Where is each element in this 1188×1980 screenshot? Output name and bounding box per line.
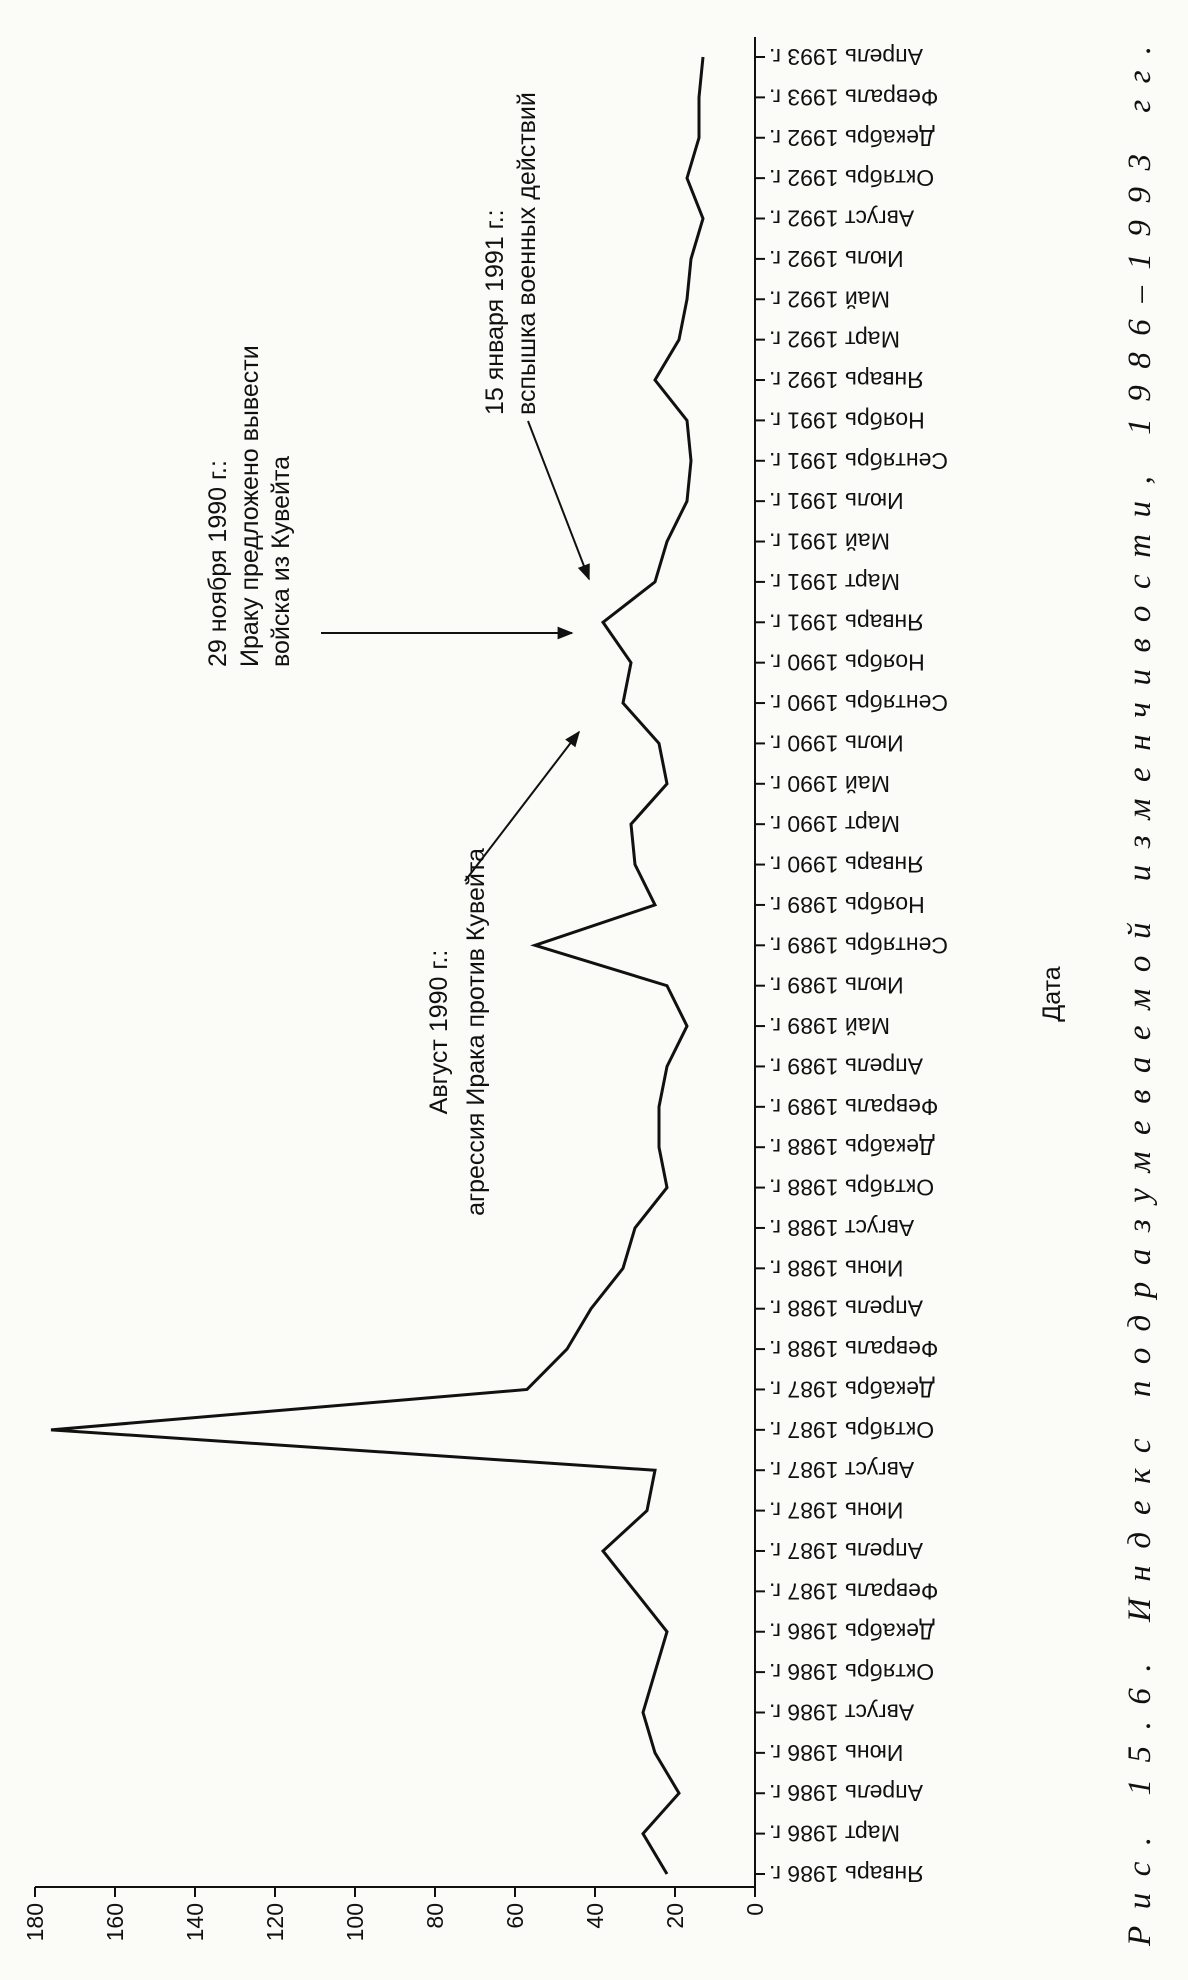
x-tick-label: Май 1992 г.: [769, 286, 890, 312]
x-tick-label: Декабрь 1986 г.: [769, 1619, 935, 1645]
x-tick-label: Сентябрь 1991 г.: [769, 448, 948, 474]
x-tick-label: Апрель 1993 г.: [769, 44, 923, 70]
annotation: вспышка военных действий: [513, 92, 541, 415]
x-tick-label: Март 1986 г.: [769, 1821, 900, 1847]
data-line: [50, 56, 705, 1875]
x-tick-label: Июль 1992 г.: [769, 246, 904, 272]
annotation: Ираку предложено вывести: [236, 345, 264, 667]
x-tick-label: Июнь 1988 г.: [769, 1255, 903, 1281]
annotation: агрессия Ирака против Кувейта: [462, 848, 490, 1216]
x-tick-label: Февраль 1988 г.: [769, 1336, 938, 1362]
x-tick-label: Апрель 1986 г.: [769, 1780, 923, 1806]
x-tick-label: Май 1989 г.: [769, 1013, 890, 1039]
x-axis-label: Дата: [1038, 966, 1066, 1021]
x-tick-label: Сентябрь 1989 г.: [769, 932, 948, 958]
y-tick-label: 60: [502, 1903, 528, 1929]
x-tick-label: Декабрь 1988 г.: [769, 1134, 935, 1160]
x-tick-label: Январь 1990 г.: [769, 852, 924, 878]
x-tick-label: Декабрь 1992 г.: [769, 125, 935, 151]
x-tick-label: Апрель 1987 г.: [769, 1538, 923, 1564]
annotation: войска из Кувейта: [267, 456, 295, 667]
y-tick-label: 160: [102, 1903, 128, 1941]
x-tick-label: Март 1992 г.: [769, 327, 900, 353]
x-tick-label: Октябрь 1988 г.: [769, 1175, 934, 1201]
caption: Рис. 15.6. Индекс подразумеваемой изменч…: [1122, 46, 1158, 1947]
x-tick-label: Январь 1991 г.: [769, 609, 924, 635]
x-tick-label: Февраль 1993 г.: [769, 84, 938, 110]
x-tick-label: Июль 1989 г.: [769, 973, 904, 999]
arrow: [464, 730, 580, 882]
y-tick-label: 120: [262, 1903, 288, 1941]
x-tick-label: Ноябрь 1990 г.: [769, 650, 925, 676]
y-tick-label: 20: [662, 1903, 688, 1929]
x-tick-label: Март 1990 г.: [769, 811, 900, 837]
annotation: 15 января 1991 г.:: [481, 209, 509, 415]
x-tick-label: Сентябрь 1990 г.: [769, 690, 948, 716]
x-tick-label: Январь 1992 г.: [769, 367, 924, 393]
x-tick-label: Май 1990 г.: [769, 771, 890, 797]
y-tick-label: 0: [742, 1903, 768, 1916]
x-tick-label: Май 1991 г.: [769, 529, 890, 555]
x-tick-label: Октябрь 1987 г.: [769, 1417, 934, 1443]
x-tick-label: Июнь 1987 г.: [769, 1498, 903, 1524]
arrow: [527, 420, 590, 581]
annotation: Август 1990 г.:: [425, 950, 453, 1115]
x-tick-label: Август 1986 г.: [769, 1699, 914, 1725]
x-tick-label: Апрель 1988 г.: [769, 1296, 923, 1322]
x-tick-label: Февраль 1989 г.: [769, 1094, 938, 1120]
x-tick-label: Январь 1986 г.: [769, 1861, 924, 1887]
y-tick-label: 40: [582, 1903, 608, 1929]
x-tick-label: Июнь 1986 г.: [769, 1740, 903, 1766]
rotated-chart: Дата Рис. 15.6. Индекс подразумеваемой и…: [22, 37, 1158, 1947]
x-tick-label: Апрель 1989 г.: [769, 1053, 923, 1079]
x-tick-label: Июль 1991 г.: [769, 488, 904, 514]
x-tick-label: Июль 1990 г.: [769, 730, 904, 756]
x-tick-label: Март 1991 г.: [769, 569, 900, 595]
x-tick-label: Ноябрь 1989 г.: [769, 892, 925, 918]
x-tick-label: Октябрь 1986 г.: [769, 1659, 934, 1685]
x-tick-label: Август 1987 г.: [769, 1457, 914, 1483]
y-tick-label: 140: [182, 1903, 208, 1941]
annotation: 29 ноября 1990 г.:: [204, 460, 232, 667]
x-tick-label: Декабрь 1987 г.: [769, 1376, 935, 1402]
y-tick-label: 80: [422, 1903, 448, 1929]
x-tick-label: Август 1992 г.: [769, 206, 914, 232]
x-tick-label: Февраль 1987 г.: [769, 1578, 938, 1604]
x-tick-label: Ноябрь 1991 г.: [769, 407, 925, 433]
x-tick-label: Октябрь 1992 г.: [769, 165, 934, 191]
y-tick-label: 100: [342, 1903, 368, 1941]
x-tick-label: Август 1988 г.: [769, 1215, 914, 1241]
y-tick-label: 180: [22, 1903, 48, 1941]
